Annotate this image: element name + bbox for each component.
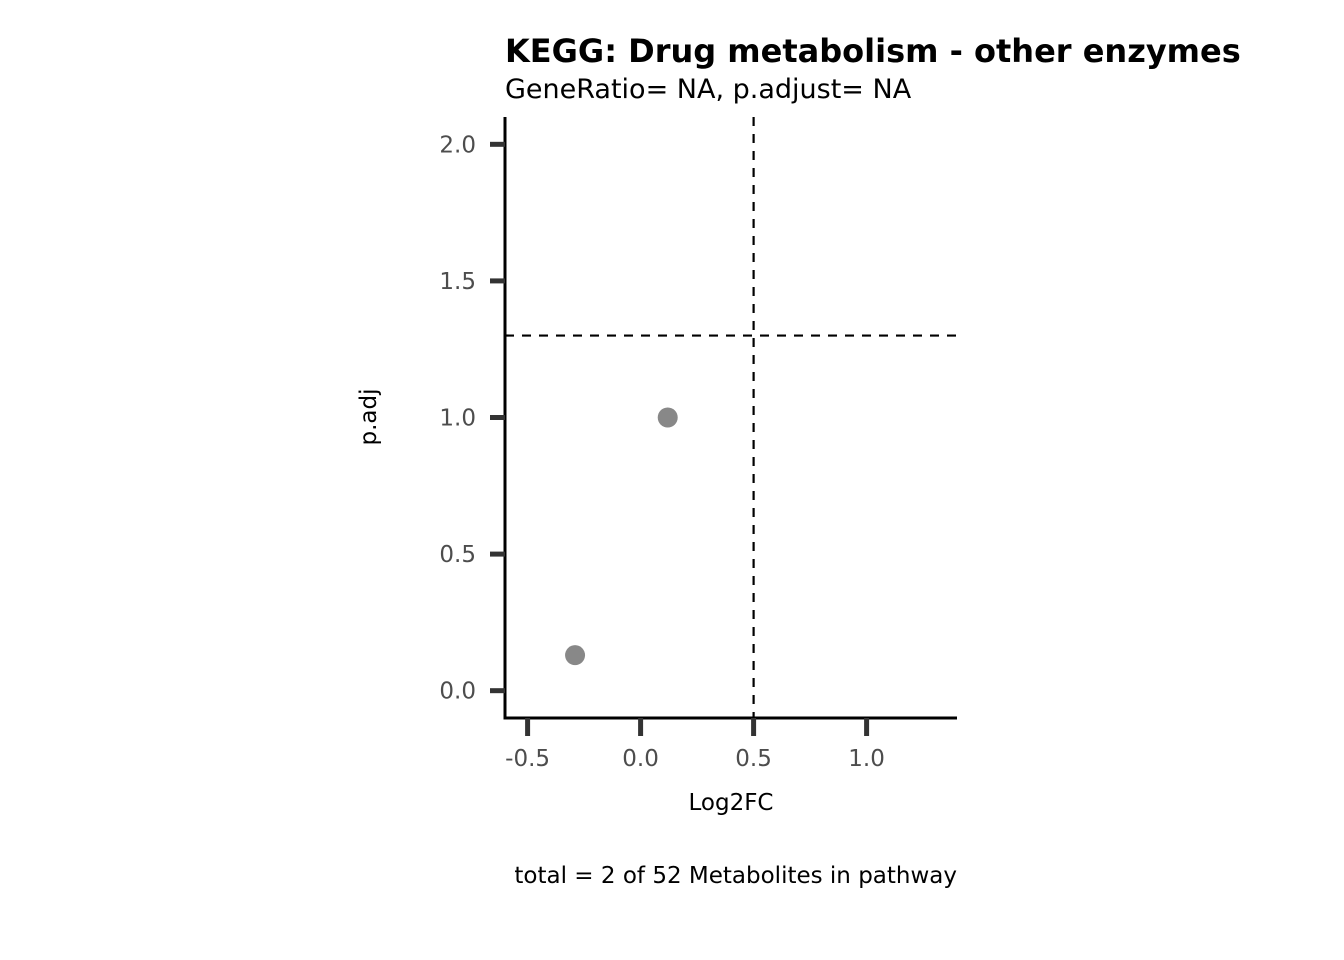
plot-area: 0.0 0.5 1.0 1.5 2.0 -0.5 0.0 0.5 1.0 (439, 117, 957, 772)
x-tick-label: 1.0 (848, 746, 885, 772)
chart-title: KEGG: Drug metabolism - other enzymes (505, 32, 1241, 70)
y-tick-label: 2.0 (439, 132, 476, 158)
y-tick-label: 0.5 (439, 542, 476, 568)
y-tick-label: 1.5 (439, 269, 476, 295)
y-tick-label: 1.0 (439, 406, 476, 432)
data-point (657, 407, 678, 428)
y-axis-title: p.adj (356, 389, 382, 446)
x-axis-title: Log2FC (688, 790, 773, 816)
chart-subtitle: GeneRatio= NA, p.adjust= NA (505, 74, 912, 105)
x-tick-label: 0.5 (735, 746, 772, 772)
data-point (565, 645, 586, 666)
y-tick-label: 0.0 (439, 679, 476, 705)
chart-caption: total = 2 of 52 Metabolites in pathway (514, 863, 957, 889)
x-tick-label: -0.5 (505, 746, 550, 772)
x-tick-label: 0.0 (622, 746, 659, 772)
